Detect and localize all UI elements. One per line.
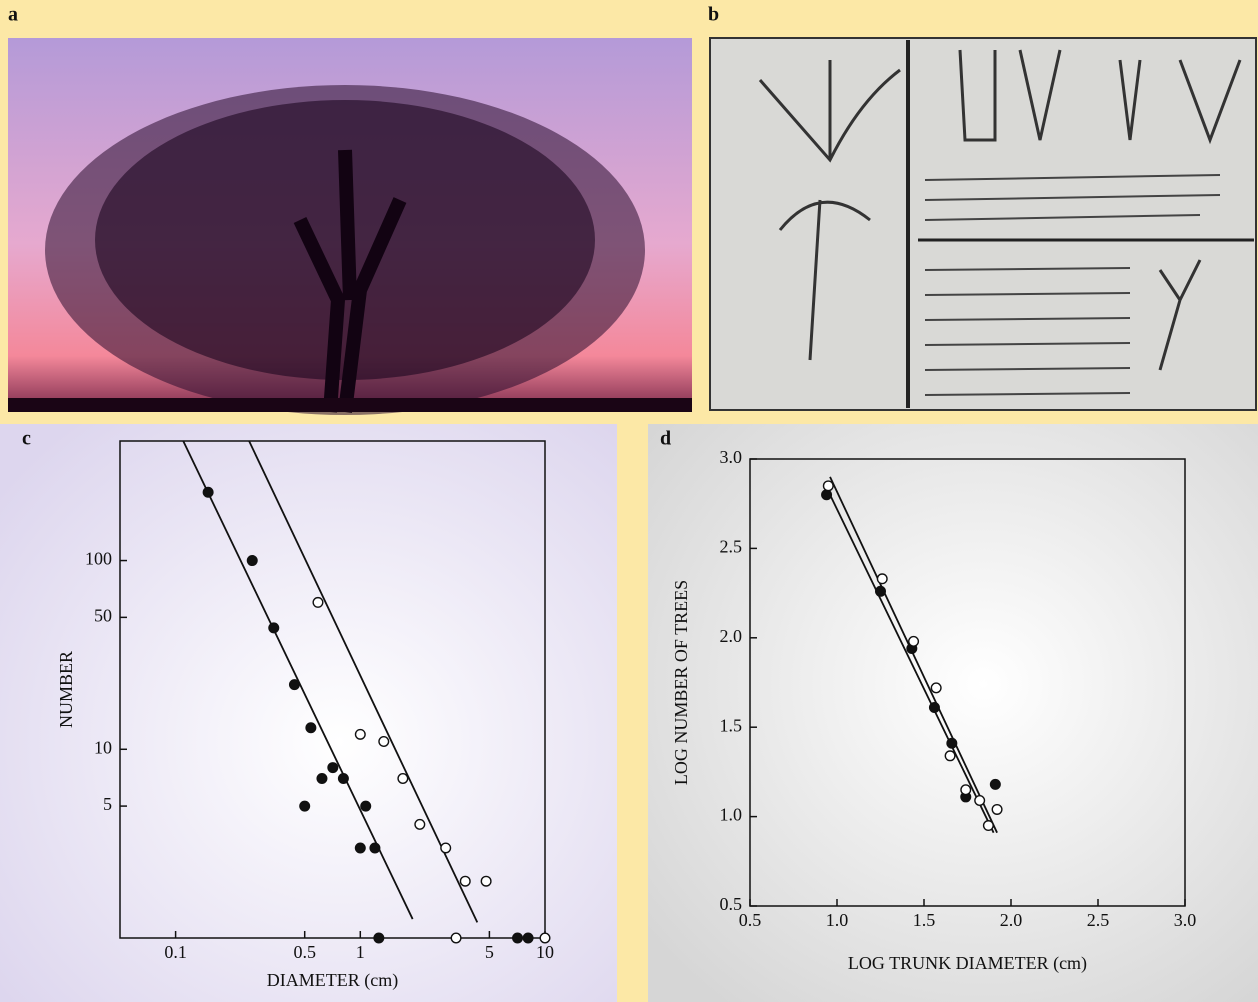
data-point (316, 773, 328, 785)
data-point (369, 842, 381, 854)
data-point (268, 622, 280, 634)
fit-line (825, 487, 995, 834)
y-tick-label: 3.0 (720, 447, 743, 467)
y-tick-label: 2.0 (720, 626, 743, 646)
data-point (337, 773, 349, 785)
x-tick-label: 1.0 (826, 910, 849, 930)
data-point (821, 489, 833, 501)
data-point (305, 722, 317, 734)
data-point (875, 585, 887, 597)
data-point (312, 596, 324, 608)
data-point (960, 784, 972, 796)
data-point (930, 682, 942, 694)
data-point (288, 679, 300, 691)
data-point (539, 932, 551, 944)
x-tick-label: 2.5 (1087, 910, 1110, 930)
y-tick-label: 100 (85, 549, 112, 569)
y-tick-label: 1.5 (720, 715, 743, 735)
data-point (989, 778, 1001, 790)
data-point (299, 800, 311, 812)
photo-sketch (709, 37, 1257, 411)
data-point (378, 735, 390, 747)
x-axis-label: LOG TRUNK DIAMETER (cm) (848, 953, 1087, 974)
plot-frame (119, 440, 546, 939)
data-point (876, 573, 888, 585)
x-tick-label: 0.5 (293, 942, 316, 962)
data-point (946, 737, 958, 749)
data-point (991, 803, 1003, 815)
x-tick-label: 10 (536, 942, 554, 962)
y-tick-label: 10 (94, 737, 112, 757)
x-tick-label: 1 (356, 942, 365, 962)
data-point (414, 818, 426, 830)
panel-label: c (22, 428, 31, 450)
data-point (397, 773, 409, 785)
y-axis-label: NUMBER (56, 651, 76, 728)
x-tick-label: 0.1 (164, 942, 187, 962)
plot-frame (749, 458, 1186, 907)
data-point (459, 875, 471, 887)
data-point (974, 795, 986, 807)
x-axis-label: DIAMETER (cm) (267, 970, 398, 991)
data-point (944, 750, 956, 762)
data-point (928, 702, 940, 714)
fit-line (182, 440, 414, 920)
data-point (522, 932, 534, 944)
data-point (908, 635, 920, 647)
x-tick-label: 5 (485, 942, 494, 962)
data-point (450, 932, 462, 944)
data-point (354, 728, 366, 740)
panel-label: a (8, 4, 18, 26)
x-tick-label: 2.0 (1000, 910, 1023, 930)
data-point (822, 480, 834, 492)
photo-tree (8, 38, 692, 415)
y-tick-label: 0.5 (720, 894, 743, 914)
x-tick-label: 3.0 (1174, 910, 1197, 930)
x-tick-label: 0.5 (739, 910, 762, 930)
y-tick-label: 5 (103, 794, 112, 814)
panel-label: d (660, 428, 671, 450)
data-point (246, 555, 258, 567)
y-tick-label: 1.0 (720, 805, 743, 825)
panel-label: b (708, 4, 719, 26)
data-point (327, 762, 339, 774)
data-point (480, 875, 492, 887)
data-point (373, 932, 385, 944)
data-point (202, 486, 214, 498)
data-point (512, 932, 524, 944)
panel-c-background (0, 424, 617, 1002)
x-tick-label: 1.5 (913, 910, 936, 930)
data-point (440, 842, 452, 854)
data-point (354, 842, 366, 854)
y-tick-label: 50 (94, 605, 112, 625)
data-point (360, 800, 372, 812)
y-axis-label: LOG NUMBER OF TREES (671, 580, 691, 785)
fit-line (829, 476, 998, 834)
y-tick-label: 2.5 (720, 537, 743, 557)
fit-line (248, 440, 479, 923)
data-point (982, 820, 994, 832)
